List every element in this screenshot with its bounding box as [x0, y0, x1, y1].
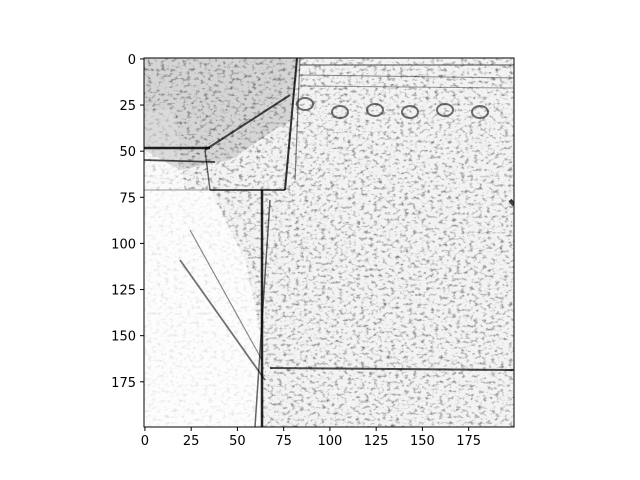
- x-tick-label: 75: [275, 434, 292, 449]
- y-tick-label: 75: [119, 191, 136, 206]
- edge-strokes: [144, 58, 514, 427]
- x-tick-label: 50: [229, 434, 246, 449]
- x-tick-label: 125: [364, 434, 389, 449]
- ring-pattern: [296, 97, 489, 119]
- axes-frame: [143, 57, 515, 428]
- x-tick-label: 175: [456, 434, 481, 449]
- x-tick-label: 25: [183, 434, 200, 449]
- x-axis: 0 25 50 75 100 125 150 175: [141, 427, 481, 449]
- y-tick-label: 150: [111, 330, 136, 345]
- y-tick-label: 50: [119, 145, 136, 160]
- x-tick-label: 150: [410, 434, 435, 449]
- x-tick-label: 100: [318, 434, 343, 449]
- y-tick-label: 0: [128, 53, 136, 68]
- y-axis: 0 25 50 75 100 125 150 175: [111, 53, 144, 391]
- y-tick-label: 175: [111, 376, 136, 391]
- x-tick-label: 0: [141, 434, 149, 449]
- y-tick-label: 125: [111, 284, 136, 299]
- y-tick-label: 25: [119, 99, 136, 114]
- y-tick-label: 100: [111, 237, 136, 252]
- edge-map-image: [144, 58, 514, 427]
